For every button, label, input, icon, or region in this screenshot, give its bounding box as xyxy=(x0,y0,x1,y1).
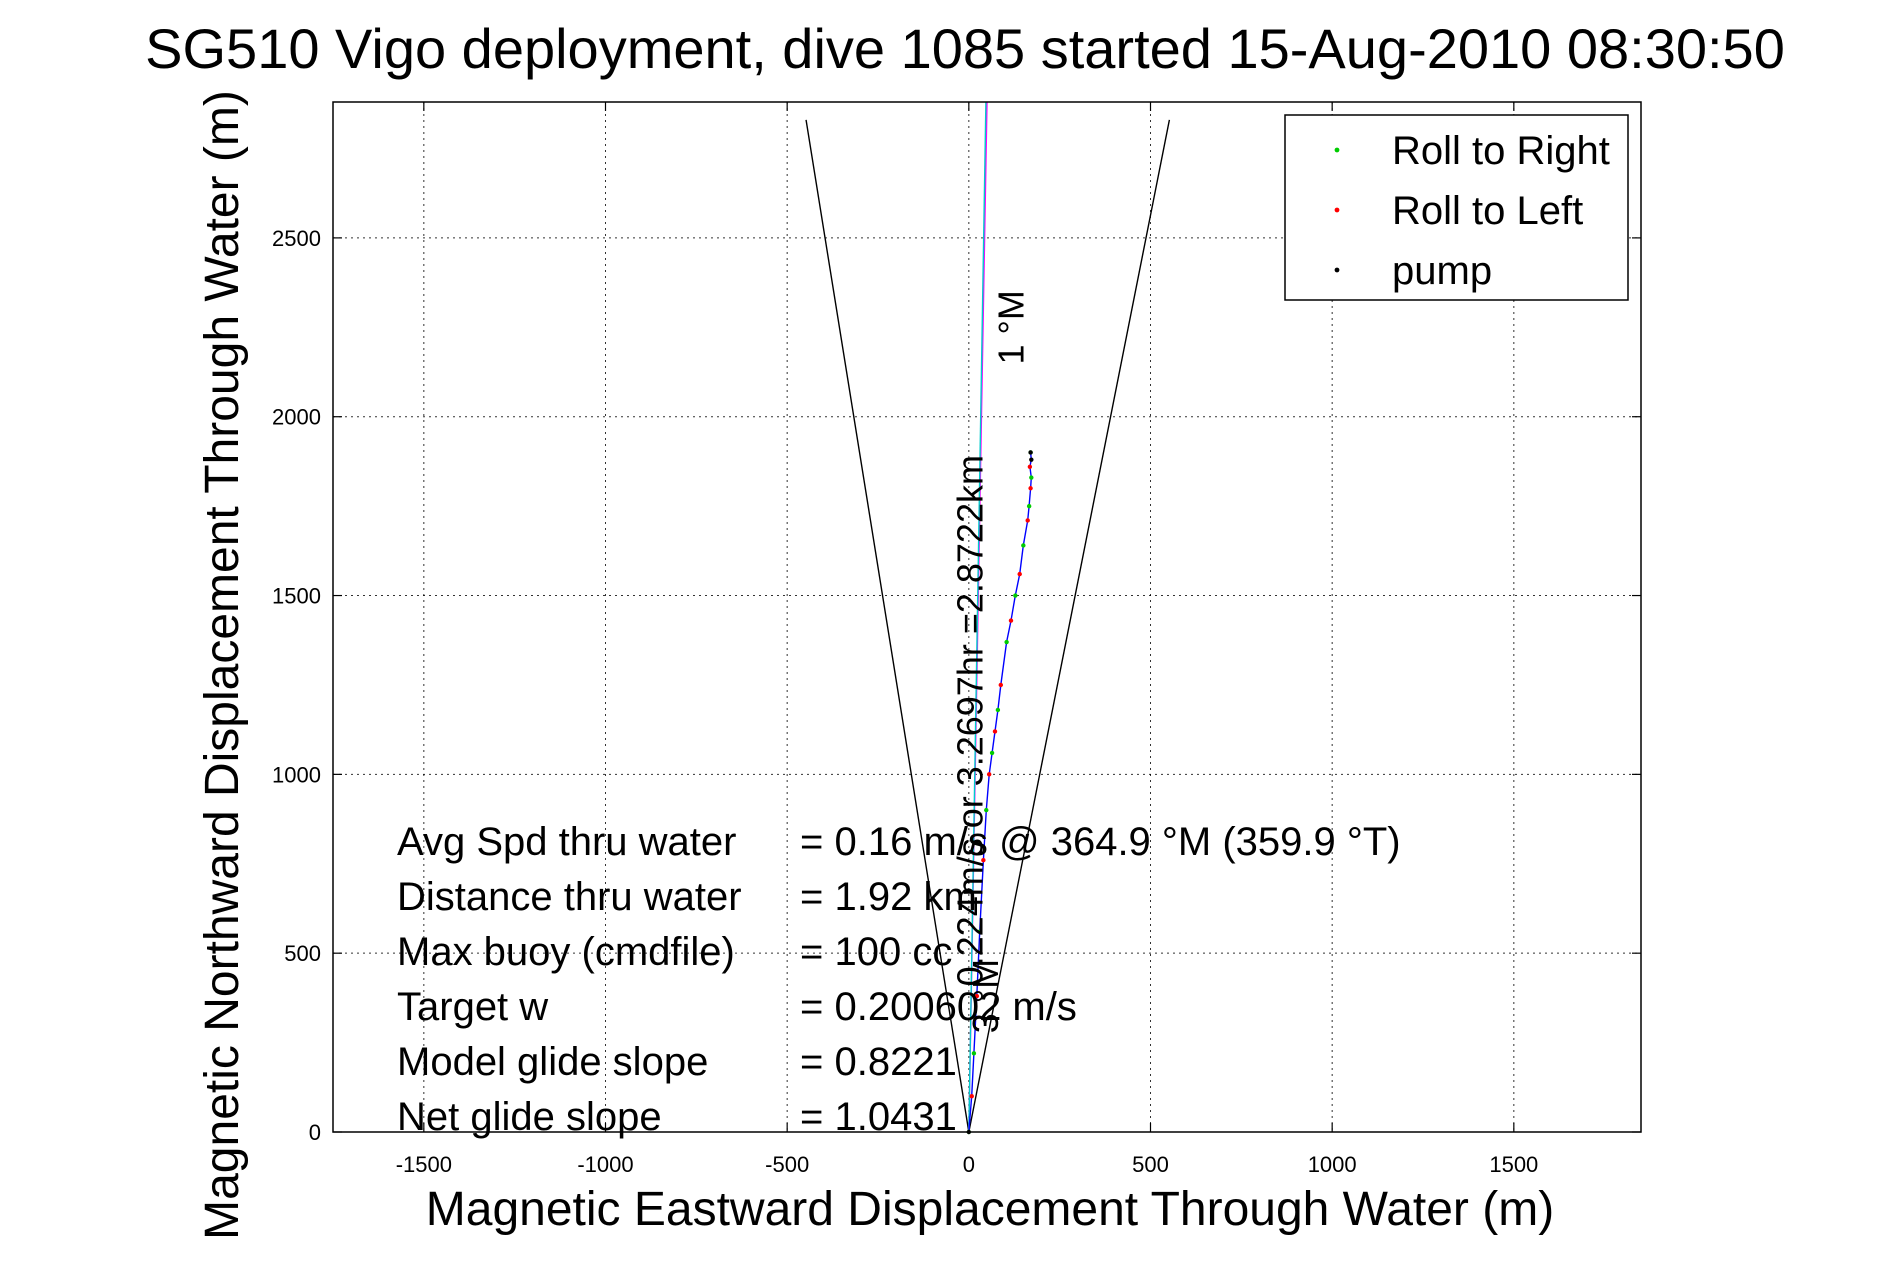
stat-value: = 0.16 m/s @ 364.9 °M (359.9 °T) xyxy=(800,820,1401,864)
data-point-roll-to-right xyxy=(971,1051,977,1056)
y-tick-labels: 0 500 1000 1500 2000 2500 xyxy=(272,226,321,1145)
data-point-roll-to-right xyxy=(989,750,995,756)
stat-label: Max buoy (cmdfile) xyxy=(397,930,735,974)
data-point-roll-to-left xyxy=(981,857,986,863)
legend-marker xyxy=(1334,267,1340,273)
legend-items: Roll to Right Roll to Left pump xyxy=(1334,129,1610,293)
data-point-roll-to-right xyxy=(995,707,1001,713)
chart-annotation: 3 °M xyxy=(965,959,1006,1033)
data-point-roll-to-right xyxy=(977,929,982,934)
chart-title: SG510 Vigo deployment, dive 1085 started… xyxy=(145,17,1785,80)
reference-line-cone-left xyxy=(805,119,970,1133)
x-tick-labels: -1500 -1000 -500 0 500 1000 1500 xyxy=(396,1152,1539,1177)
y-tick-label: 2500 xyxy=(272,226,321,251)
stat-label: Net glide slope xyxy=(397,1095,662,1139)
data-point-roll-to-left xyxy=(1025,518,1030,523)
data-point-roll-to-left xyxy=(969,1094,974,1099)
data-point-pump xyxy=(1029,457,1034,462)
legend-label: pump xyxy=(1392,249,1492,293)
x-tick-label: -500 xyxy=(765,1152,809,1177)
series-layer xyxy=(966,450,1034,1135)
stat-value: = 1.92 km xyxy=(800,875,977,919)
data-point-roll-to-right xyxy=(1021,543,1026,548)
x-tick-label: 500 xyxy=(1132,1152,1169,1177)
data-point-roll-to-right xyxy=(1029,475,1034,480)
data-point-roll-to-left xyxy=(1008,618,1014,623)
chart-annotation: 0.224m/s or 3.2697hr =2.8722km xyxy=(950,455,991,986)
y-tick-label: 500 xyxy=(284,941,321,966)
legend-box xyxy=(1284,114,1629,301)
plot-frame xyxy=(332,101,1642,1133)
stat-label: Model glide slope xyxy=(397,1040,708,1084)
stat-label: Distance thru water xyxy=(397,875,742,919)
reference-lines xyxy=(805,101,1171,1133)
x-tick-label: 1500 xyxy=(1489,1152,1538,1177)
legend-marker xyxy=(1334,147,1340,153)
stat-label: Avg Spd thru water xyxy=(397,820,736,864)
data-point-roll-to-right xyxy=(1013,593,1018,598)
stat-value: = 100 cc xyxy=(800,930,952,974)
data-point-roll-to-left xyxy=(992,729,998,734)
y-tick-label: 1500 xyxy=(272,584,321,609)
stat-value: = 1.0431 xyxy=(800,1095,957,1139)
legend-marker xyxy=(1334,207,1340,213)
data-point-roll-to-right xyxy=(1026,503,1032,509)
x-tick-label: 0 xyxy=(963,1152,975,1177)
data-point-roll-to-left xyxy=(986,772,992,777)
y-tick-label: 0 xyxy=(309,1120,321,1145)
reference-line-cone-right xyxy=(968,119,1171,1133)
reference-line-heading-cyan xyxy=(968,101,987,1133)
data-point-roll-to-left xyxy=(1028,486,1033,491)
data-point-roll-to-left xyxy=(974,993,980,999)
legend-label: Roll to Right xyxy=(1392,129,1610,173)
x-axis-label: Magnetic Eastward Displacement Through W… xyxy=(426,1183,1554,1236)
x-tick-label: -1000 xyxy=(577,1152,633,1177)
data-point-pump xyxy=(1028,450,1033,455)
stats-block: Avg Spd thru water = 0.16 m/s @ 364.9 °M … xyxy=(397,820,1401,1139)
data-point-roll-to-left xyxy=(1017,571,1022,577)
data-point-roll-to-right xyxy=(984,807,989,813)
data-point-roll-to-right xyxy=(1004,639,1009,645)
legend: Roll to Right Roll to Left pump xyxy=(1284,114,1629,301)
y-tick-label: 1000 xyxy=(272,762,321,787)
data-point-roll-to-left xyxy=(1027,464,1033,469)
y-tick-label: 2000 xyxy=(272,405,321,430)
data-point-roll-to-left xyxy=(998,682,1004,688)
legend-label: Roll to Left xyxy=(1392,189,1583,233)
stat-label: Target w xyxy=(397,985,548,1029)
x-tick-label: -1500 xyxy=(396,1152,452,1177)
stat-value: = 0.200602 m/s xyxy=(800,985,1077,1029)
y-axis-label: Magnetic Northward Displacement Through … xyxy=(196,90,249,1240)
stat-value: = 0.8221 xyxy=(800,1040,957,1084)
chart-annotation: 1 °M xyxy=(990,290,1031,364)
x-tick-label: 1000 xyxy=(1308,1152,1357,1177)
